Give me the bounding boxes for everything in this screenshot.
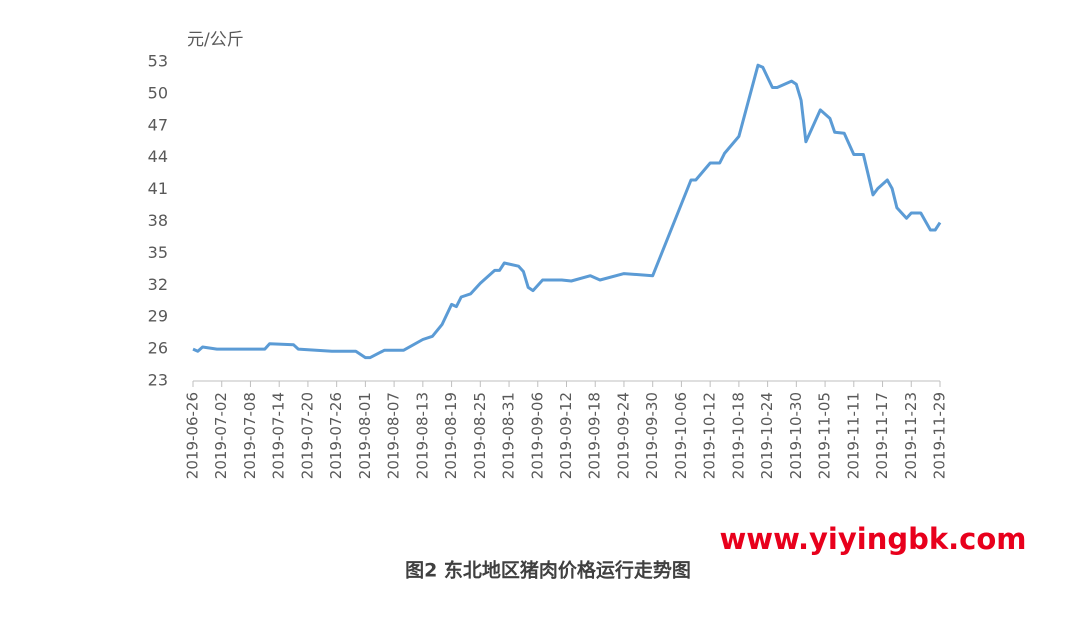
line: [192, 63, 942, 360]
x-tick-label: 2019-08-25: [471, 392, 489, 479]
x-tick-label: 2019-06-26: [184, 392, 202, 479]
x-tick-label: 2019-08-31: [500, 392, 518, 479]
y-tick-label: 50: [148, 83, 168, 102]
x-tick-label: 2019-09-12: [557, 392, 575, 479]
x-tick-label: 2019-10-24: [758, 392, 776, 479]
y-tick-label: 53: [148, 52, 168, 71]
x-tick-label: 2019-10-06: [672, 392, 690, 479]
y-axis-label: 元/公斤: [187, 30, 244, 50]
y-tick-label: 47: [148, 115, 168, 134]
y-tick-label: 29: [148, 307, 168, 326]
x-tick-label: 2019-10-18: [729, 392, 747, 479]
y-tick-label: 26: [148, 339, 168, 358]
x-tick-label: 2019-10-12: [701, 392, 719, 479]
y-tick-label: 35: [148, 243, 168, 262]
x-tick-label: 2019-09-18: [586, 392, 604, 479]
watermark: www.yiyingbk.com: [719, 522, 1026, 556]
x-tick-label: 2019-08-07: [385, 392, 403, 479]
x-tick-label: 2019-07-08: [241, 392, 259, 479]
chart-caption: 图2 东北地区猪肉价格运行走势图: [405, 559, 691, 582]
y-tick-label: 32: [148, 275, 168, 294]
x-tick-label: 2019-11-23: [902, 392, 920, 479]
x-tick-label: 2019-07-14: [270, 392, 288, 479]
x-tick-label: 2019-07-20: [298, 392, 316, 479]
x-tick-label: 2019-08-01: [356, 392, 374, 479]
y-tick-label: 38: [148, 211, 168, 230]
x-tick-label: 2019-08-19: [442, 392, 460, 479]
x-tick-label: 2019-09-24: [614, 392, 632, 479]
x-tick-label: 2019-09-06: [528, 392, 546, 479]
y-tick-label: 44: [148, 147, 168, 166]
x-tick-label: 2019-10-30: [787, 392, 805, 479]
x-tick-label: 2019-07-26: [327, 392, 345, 479]
x-tick-label: 2019-09-30: [643, 392, 661, 479]
x-tick-label: 2019-08-13: [413, 392, 431, 479]
x-tick-label: 2019-11-05: [816, 392, 834, 479]
x-tick-label: 2019-11-17: [873, 392, 891, 479]
y-tick-label: 41: [148, 179, 168, 198]
x-tick-label: 2019-11-11: [844, 392, 862, 479]
x-tick-label: 2019-07-02: [212, 392, 230, 479]
y-tick-label: 23: [148, 371, 168, 390]
x-tick-label: 2019-11-29: [931, 392, 949, 479]
